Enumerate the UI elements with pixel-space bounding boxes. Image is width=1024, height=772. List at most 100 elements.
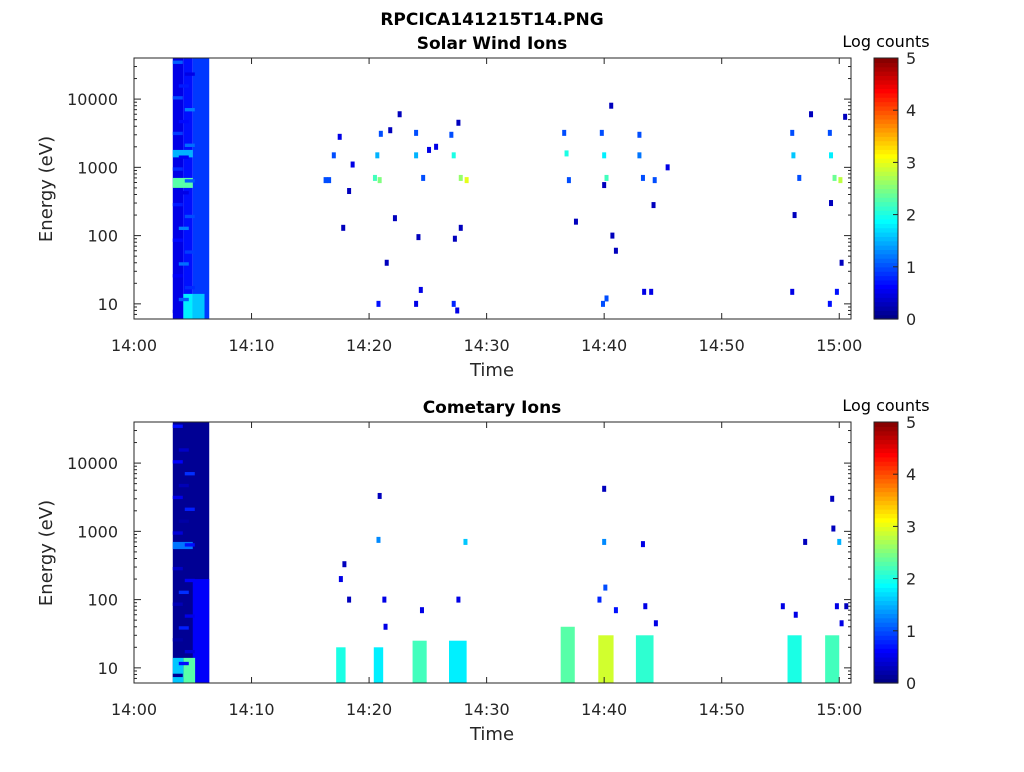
panel-2-colorbar-band <box>874 591 898 597</box>
panel-1-cell-29 <box>564 150 569 157</box>
panel-2-colorbar-band <box>874 439 898 445</box>
panel-1-cell-30 <box>566 177 571 184</box>
panel-2-colorbar-band <box>874 630 898 636</box>
panel-2-colorbar-band <box>874 613 898 619</box>
panel-2-axes-frame <box>133 421 852 684</box>
panel-1-colorbar-band <box>874 66 898 72</box>
panel-1-texture-1 <box>178 297 189 302</box>
panel-1-colorbar-band <box>874 145 898 150</box>
panel-2-colorbar-band <box>874 587 898 593</box>
panel-2-cell-block-4 <box>172 657 184 683</box>
panel-2-cell-25 <box>834 603 839 610</box>
panel-2-xtick-label: 14:00 <box>111 700 157 719</box>
panel-2-texture-19 <box>178 448 189 452</box>
panel-1-title: Solar Wind Ions <box>417 34 568 54</box>
panel-1-colorbar-band <box>874 92 898 98</box>
panel-2-colorbar-band <box>874 478 898 484</box>
panel-1-cell-5 <box>347 188 352 195</box>
panel-2-cell-11 <box>603 584 608 591</box>
panel-1-cell-24 <box>464 177 469 184</box>
panel-2-colorbar-band <box>874 491 898 497</box>
panel-1-colorbar-band <box>874 136 898 142</box>
panel-1-cell-63 <box>604 295 609 302</box>
panel-1-cell-37 <box>610 232 615 239</box>
panel-1-colorbar-band <box>874 184 898 190</box>
panel-2-colorbar-band <box>874 635 898 641</box>
panel-2-cell-block-13 <box>825 635 840 683</box>
panel-2-colorbar-band <box>874 652 898 658</box>
panel-2-cell-15 <box>640 541 645 548</box>
panel-2-colorbar-band <box>874 639 898 645</box>
panel-1-colorbar-band <box>874 227 898 233</box>
panel-1-texture-21 <box>172 60 183 64</box>
panel-2-colorbar-band <box>874 517 898 523</box>
panel-2-xtick-label: 14:20 <box>346 700 392 719</box>
panel-2-colorbar-band <box>874 600 898 606</box>
panel-1-cell-7 <box>372 174 377 181</box>
panel-1-colorbar-band <box>874 149 898 155</box>
panel-1-colorbar-band <box>874 214 898 220</box>
panel-2-cell-18 <box>780 603 785 610</box>
panel-1-cell-26 <box>452 235 457 242</box>
panel-1-cell-25 <box>456 119 461 126</box>
panel-1-cell-block-4 <box>172 149 193 158</box>
panel-2-texture-14 <box>184 507 195 511</box>
panel-1-texture-5 <box>184 250 195 254</box>
panel-1-cell-13 <box>392 215 397 222</box>
panel-1-colorbar-band <box>874 266 898 272</box>
panel-1-colorbar-band <box>874 249 898 255</box>
panel-2-colorbar-band <box>874 504 898 510</box>
panel-1-colorbar-band <box>874 158 898 163</box>
panel-2-colorbar-band <box>874 535 898 541</box>
panel-1-cell-1 <box>327 177 332 184</box>
panel-1-cell-38 <box>613 247 618 254</box>
panel-1-xtick-label: 14:30 <box>464 336 510 355</box>
panel-1-cell-14 <box>397 111 402 118</box>
panel-1-texture-0 <box>172 309 183 314</box>
panel-2-colorbar-tick-label: 2 <box>906 570 916 589</box>
panel-2-texture-6 <box>172 602 183 606</box>
panel-1-colorbar-band <box>874 179 898 185</box>
panel-1-colorbar-band <box>874 314 898 320</box>
panel-1-colorbar-band <box>874 62 898 68</box>
panel-1-cell-block-2 <box>192 58 210 319</box>
panel-2-colorbar-band <box>874 513 898 519</box>
panel-2-cell-block-3 <box>183 657 196 683</box>
panel-2-colorbar-band <box>874 530 898 536</box>
panel-2-colorbar-band <box>874 561 898 567</box>
panel-2-colorbar-band <box>874 539 898 545</box>
panel-2-cell-5 <box>383 623 388 630</box>
panel-1-cell-54 <box>829 200 834 207</box>
panel-2-cell-16 <box>643 603 648 610</box>
panel-1-cell-43 <box>651 202 656 209</box>
panel-2-cell-block-11 <box>635 635 654 683</box>
panel-1-colorbar-band <box>874 105 898 111</box>
panel-1-colorbar-band <box>874 245 898 250</box>
panel-1-cell-64 <box>642 288 647 295</box>
panel-1-colorbar-band <box>874 218 898 224</box>
panel-2-cell-block-7 <box>412 640 427 683</box>
panel-1-colorbar-tick-label: 4 <box>906 101 916 120</box>
panel-1-ytick-label: 1000 <box>77 158 118 177</box>
panel-2-cell-4 <box>377 492 382 499</box>
panel-1-cell-block-5 <box>183 293 193 319</box>
panel-1-cell-55 <box>839 259 844 266</box>
panel-1-colorbar-band <box>874 118 898 124</box>
panel-1-colorbar-tick-label: 3 <box>906 153 916 172</box>
panel-2-cell-8 <box>456 596 461 603</box>
panel-2-cell-14 <box>613 607 618 614</box>
panel-1-cell-28 <box>562 129 567 136</box>
panel-1-colorbar-band <box>874 153 898 159</box>
panel-1-colorbar-band <box>874 188 898 194</box>
panel-1-cell-block-1 <box>183 58 193 319</box>
panel-2-cell-24 <box>839 620 844 627</box>
panel-2-colorbar-band <box>874 509 898 514</box>
panel-2-cell-6 <box>382 596 387 603</box>
panel-2-colorbar-band <box>874 430 898 436</box>
panel-2-colorbar-band <box>874 648 898 654</box>
panel-1-colorbar-frame <box>873 57 899 320</box>
panel-1-cell-51 <box>829 152 834 159</box>
panel-1-cell-block-3 <box>172 177 193 188</box>
panel-1-colorbar-band <box>874 288 898 294</box>
panel-1-colorbar-tick-label: 1 <box>906 258 916 277</box>
